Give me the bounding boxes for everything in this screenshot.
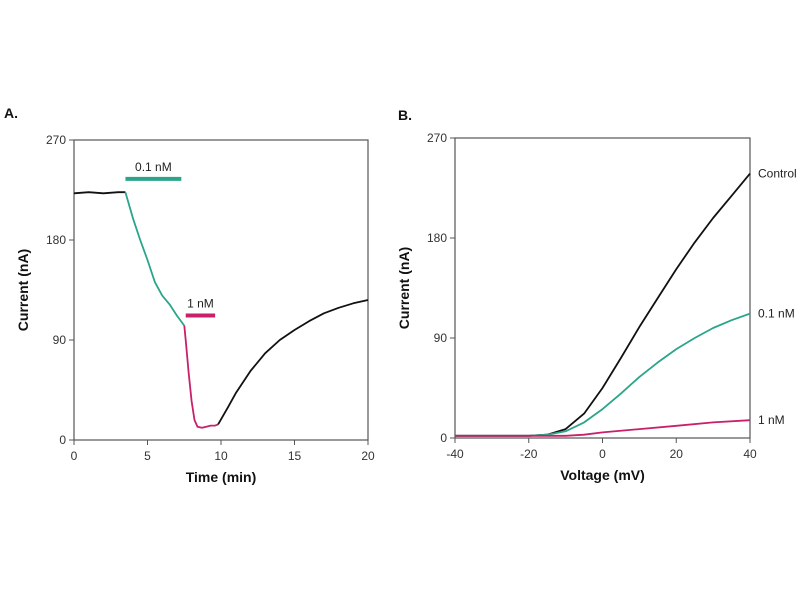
x-tick-label: 40	[743, 447, 757, 461]
x-tick-label: 10	[214, 449, 228, 463]
chart-panel-a: A. 0 90 180 270 0 5 10 15 20 Time (min) Current (nA…	[4, 105, 375, 485]
y-tick-label: 0	[440, 431, 447, 445]
annotation-label: 0.1 nM	[135, 160, 172, 174]
y-tick-label: 180	[427, 231, 447, 245]
y-tick-label: 0	[59, 433, 66, 447]
series-line-baseline	[73, 191, 126, 195]
x-tick-label: 0	[599, 447, 606, 461]
x-tick-label: -40	[446, 447, 464, 461]
panel-label: A.	[4, 105, 18, 121]
series-label: Control	[758, 167, 797, 181]
panel-label: B.	[398, 107, 412, 123]
x-axis-label: Voltage (mV)	[560, 467, 645, 483]
plot-frame	[454, 137, 751, 439]
y-axis-label: Current (nA)	[396, 247, 412, 329]
series-line-1-nm	[455, 419, 751, 437]
y-tick-label: 180	[46, 233, 66, 247]
series-line-control	[455, 173, 751, 437]
series-line-1-nm	[183, 325, 219, 429]
x-axis-label: Time (min)	[186, 469, 257, 485]
x-tick-label: 20	[670, 447, 684, 461]
x-tick-label: 5	[144, 449, 151, 463]
x-tick-label: 15	[288, 449, 302, 463]
x-tick-label: 20	[361, 449, 375, 463]
series-label: 1 nM	[758, 413, 785, 427]
x-tick-label: 0	[71, 449, 78, 463]
series-line-washout	[217, 299, 369, 425]
series-line-0-1-nm	[455, 312, 751, 437]
y-tick-label: 270	[46, 133, 66, 147]
y-axis-label: Current (nA)	[15, 249, 31, 331]
y-tick-label: 270	[427, 131, 447, 145]
x-tick-label: -20	[520, 447, 538, 461]
series-label: 0.1 nM	[758, 307, 795, 321]
chart-panel-b: B. 0 90 180 270 -40 -20 0 20 40 Voltage (mV) Curren…	[396, 107, 797, 483]
annotation-label: 1 nM	[187, 297, 214, 311]
series-line-0-1-nm	[124, 191, 186, 327]
plot-frame	[73, 139, 369, 441]
y-tick-label: 90	[53, 333, 67, 347]
y-tick-label: 90	[434, 331, 448, 345]
